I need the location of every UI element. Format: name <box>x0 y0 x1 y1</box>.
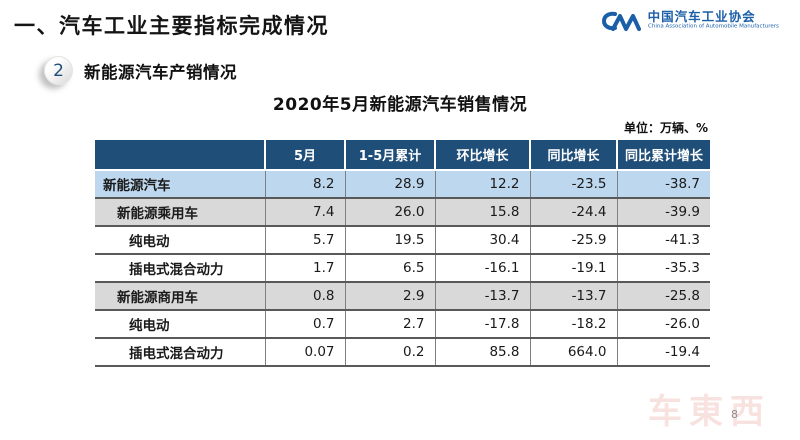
cell-value: -13.7 <box>530 282 618 311</box>
column-header: 同比增长 <box>530 140 618 171</box>
cell-value: -18.2 <box>530 310 618 339</box>
table-header-row: 5月 1-5月累计 环比增长 同比增长 同比累计增长 <box>95 140 710 171</box>
cell-value: 2.9 <box>345 282 436 311</box>
cell-value: -39.9 <box>617 198 710 227</box>
cell-value: -16.1 <box>435 254 531 283</box>
cell-value: 26.0 <box>345 198 436 227</box>
cell-value: -25.8 <box>617 282 710 311</box>
column-header: 同比累计增长 <box>617 140 710 171</box>
cell-value: 8.2 <box>265 170 346 199</box>
caam-monogram-icon <box>601 10 643 34</box>
nev-sales-table: 5月 1-5月累计 环比增长 同比增长 同比累计增长 新能源汽车 8.2 28.9 12.2-… <box>95 140 710 367</box>
page-title: 一、汽车工业主要指标完成情况 <box>14 14 329 38</box>
section-header: 2 新能源汽车产销情况 <box>44 56 237 85</box>
cell-value: -41.3 <box>617 226 710 255</box>
column-header: 环比增长 <box>435 140 531 171</box>
cell-value: 12.2 <box>435 170 531 199</box>
caam-name-en: China Association of Automobile Manufact… <box>647 23 779 30</box>
page-number: 8 <box>731 408 738 421</box>
table-header-row: 5月 1-5月累计 环比增长 同比增长 同比累计增长 <box>95 140 710 171</box>
table-row: 新能源商用车 0.8 2.9 -13.7 -13.7 -25.8 <box>95 282 710 311</box>
cell-value: 7.4 <box>265 198 346 227</box>
table-row: 纯电动 5.7 19.5 30.4 -25.9 -41.3 <box>95 226 710 255</box>
column-header: 1-5月累计 <box>345 140 436 171</box>
column-header-blank <box>95 140 266 171</box>
caam-logo: 中国汽车工业协会 China Association of Automobile… <box>601 9 790 34</box>
unit-note: 单位：万辆、% <box>623 121 708 135</box>
watermark: 车東西 <box>648 392 771 432</box>
section-title: 新能源汽车产销情况 <box>84 62 237 82</box>
caam-name-cn: 中国汽车工业协会 <box>647 9 756 24</box>
cell-value: -26.0 <box>617 310 710 339</box>
cell-value: -38.7 <box>617 170 710 199</box>
cell-value: 2.7 <box>345 310 436 339</box>
cell-value: 0.2 <box>345 338 436 367</box>
row-label: 新能源乘用车 <box>95 198 266 227</box>
cell-value: -35.3 <box>617 254 710 283</box>
row-label: 纯电动 <box>95 310 266 339</box>
table-row: 新能源乘用车 7.4 26.0 15.8 -24.4 -39.9 <box>95 198 710 227</box>
cell-value: 30.4 <box>435 226 531 255</box>
cell-value: -19.4 <box>617 338 710 367</box>
table-row: 插电式混合动力 1.7 6.5 -16.1 -19.1 -35.3 <box>95 254 710 283</box>
table-row: 插电式混合动力 0.07 0.2 85.8 664.0 -19.4 <box>95 338 710 367</box>
cell-value: 85.8 <box>435 338 531 367</box>
cell-value: 1.7 <box>265 254 346 283</box>
cell-value: -19.1 <box>530 254 618 283</box>
row-label: 新能源汽车 <box>95 170 266 199</box>
cell-value: -17.8 <box>435 310 531 339</box>
section-number-badge: 2 <box>44 56 73 85</box>
table-title: 2020年5月新能源汽车销售情况 <box>272 95 528 115</box>
cell-value: 6.5 <box>345 254 436 283</box>
cell-value: -24.4 <box>530 198 618 227</box>
cell-value: 0.07 <box>265 338 346 367</box>
column-header: 5月 <box>265 140 346 171</box>
row-label: 新能源商用车 <box>95 282 266 311</box>
cell-value: -23.5 <box>530 170 618 199</box>
table-body: 新能源汽车 8.2 28.9 12.2 -23.5 -38.7 新能源乘用车 7.4 26.0 1… <box>95 170 710 367</box>
cell-value: -25.9 <box>530 226 618 255</box>
row-label: 纯电动 <box>95 226 266 255</box>
cell-value: 15.8 <box>435 198 531 227</box>
table-row: 纯电动 0.7 2.7 -17.8 -18.2 -26.0 <box>95 310 710 339</box>
row-label: 插电式混合动力 <box>95 254 266 283</box>
row-label: 插电式混合动力 <box>95 338 266 367</box>
cell-value: 5.7 <box>265 226 346 255</box>
cell-value: 0.7 <box>265 310 346 339</box>
table-row: 新能源汽车 8.2 28.9 12.2 -23.5 -38.7 <box>95 170 710 199</box>
cell-value: 664.0 <box>530 338 618 367</box>
cell-value: 0.8 <box>265 282 346 311</box>
cell-value: 19.5 <box>345 226 436 255</box>
cell-value: 28.9 <box>345 170 436 199</box>
cell-value: -13.7 <box>435 282 531 311</box>
